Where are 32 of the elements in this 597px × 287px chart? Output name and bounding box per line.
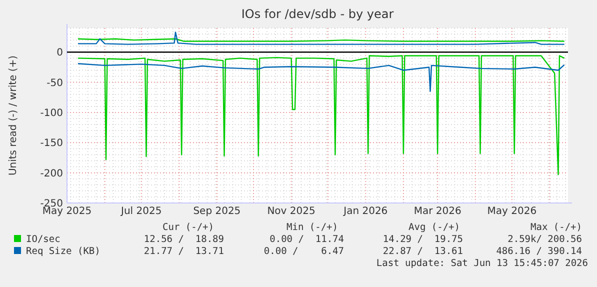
- x-tick-label: Nov 2025: [267, 206, 316, 217]
- y-tick-label: -50: [46, 78, 63, 89]
- x-tick-label: May 2025: [42, 206, 92, 217]
- y-axis-title: Units read (-) / write (+): [8, 55, 19, 176]
- chart-title: IOs for /dev/sdb - by year: [241, 7, 394, 21]
- legend-label: IO/sec: [26, 234, 60, 245]
- text: 21.77 / 13.71: [144, 246, 224, 257]
- x-tick-label: Jan 2026: [342, 206, 388, 217]
- y-tick-label: -150: [40, 138, 63, 150]
- text: Avg (-/+): [408, 222, 460, 233]
- line-series: [77, 32, 565, 45]
- y-tick-label: -100: [40, 108, 63, 119]
- x-tick-label: Mar 2026: [414, 206, 462, 217]
- text: Cur (-/+): [162, 222, 214, 233]
- x-tick-label: May 2026: [487, 206, 537, 217]
- line-series: [77, 63, 565, 92]
- text: Last update: Sat Jun 13 15:45:07 2026: [376, 258, 588, 269]
- text: 2.59k/ 200.56: [508, 234, 582, 245]
- text: 486.16 / 390.14: [496, 246, 582, 257]
- y-tick-label: -200: [40, 168, 63, 180]
- legend-label: Req Size (KB): [26, 246, 100, 257]
- x-tick-label: Jul 2025: [120, 206, 162, 217]
- line-series: [77, 55, 565, 176]
- text: 0.00 / 6.47: [264, 246, 344, 257]
- y-tick-label: 0: [56, 48, 63, 59]
- text: 12.56 / 18.89: [144, 234, 224, 245]
- text: 0.00 / 11.74: [270, 234, 344, 245]
- text: Max (-/+): [530, 222, 582, 233]
- text: 14.29 / 19.75: [382, 234, 463, 245]
- x-tick-label: Sep 2025: [193, 206, 241, 217]
- text: 22.87 / 13.61: [382, 246, 464, 257]
- text: Min (-/+): [286, 222, 338, 233]
